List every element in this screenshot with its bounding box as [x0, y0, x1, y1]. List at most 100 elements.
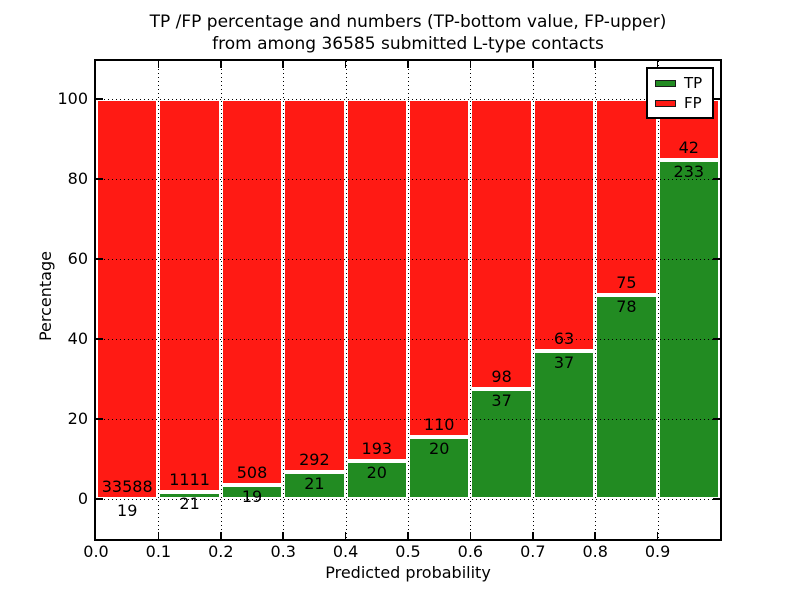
tp-count-label: 19 — [241, 486, 263, 506]
gridline-vertical — [595, 61, 597, 539]
fp-count-label: 63 — [553, 329, 575, 348]
bar-segment-tp — [532, 351, 596, 499]
tp-count-label: 233 — [673, 162, 705, 182]
x-tick-label: 0.8 — [582, 542, 608, 561]
fp-count-label: 98 — [491, 367, 512, 387]
x-tick-label: 0.0 — [83, 542, 109, 561]
y-tick-mark-left — [96, 258, 103, 260]
x-tick-label: 0.4 — [332, 542, 359, 561]
gridline-vertical — [220, 61, 222, 539]
legend-item-tp: TP — [655, 73, 712, 93]
bar-segment-tp — [657, 160, 720, 499]
y-tick-label: 80 — [67, 169, 88, 188]
x-tick-mark-bottom — [344, 532, 347, 539]
gridline-vertical — [408, 61, 409, 539]
gridline-vertical — [283, 61, 285, 539]
x-tick-mark-bottom — [157, 532, 160, 539]
bar-segment-fp — [220, 99, 284, 485]
bar-segment-tp — [470, 389, 533, 499]
bar-segment-fp — [595, 99, 658, 296]
x-tick-mark-bottom — [532, 532, 534, 539]
bar-segment-tp — [595, 295, 658, 499]
gridline-vertical — [657, 61, 659, 539]
x-tick-mark-top — [656, 61, 659, 68]
plot-area: 33588 19 1111 21 508 19 292 21 193 20 110 20 98 37 63 3… — [94, 59, 722, 541]
x-tick-label: 0.3 — [270, 542, 296, 561]
bar-segment-tp — [220, 484, 284, 499]
chart-title: TP /FP percentage and numbers (TP-bottom… — [96, 11, 720, 55]
y-tick-mark-right — [713, 498, 720, 500]
bar-segment-tp — [345, 461, 408, 499]
x-tick-mark-bottom — [407, 532, 409, 539]
tp-count-label: 37 — [553, 353, 575, 372]
x-axis-label: Predicted probability — [325, 563, 491, 582]
x-tick-mark-bottom — [594, 532, 596, 539]
y-tick-mark-left — [96, 338, 103, 340]
bar-segment-fp — [408, 99, 471, 438]
tp-count-label: 78 — [616, 297, 637, 317]
x-tick-mark-bottom — [656, 532, 659, 539]
fp-count-label: 292 — [299, 450, 330, 470]
y-tick-mark-left — [96, 178, 103, 180]
x-tick-mark-top — [407, 61, 409, 68]
x-tick-mark-top — [282, 61, 284, 68]
gridline-vertical — [470, 61, 472, 539]
tp-count-label: 21 — [179, 493, 200, 513]
x-tick-mark-bottom — [282, 532, 284, 539]
tp-count-label: 20 — [429, 439, 450, 459]
tp-count-label: 37 — [491, 391, 512, 411]
tp-count-label: 19 — [117, 500, 138, 520]
legend-color-patch — [655, 79, 676, 87]
x-tick-mark-top — [469, 61, 472, 68]
legend-item-label: FP — [684, 93, 702, 112]
legend: TP FP — [646, 67, 714, 119]
fp-count-label: 33588 — [101, 476, 153, 496]
bar-segment-fp — [470, 99, 533, 390]
y-tick-label: 20 — [67, 409, 88, 428]
y-tick-mark-right — [713, 258, 720, 260]
x-tick-label: 0.6 — [457, 542, 484, 561]
bar-segment-fp — [532, 99, 596, 351]
fp-count-label: 75 — [616, 273, 637, 293]
y-tick-mark-right — [713, 178, 720, 180]
gridline-vertical — [532, 61, 534, 539]
bar-segment-fp — [283, 99, 346, 473]
fp-count-label: 110 — [423, 415, 455, 435]
y-tick-mark-left — [96, 498, 103, 500]
x-tick-mark-top — [594, 61, 596, 68]
x-tick-mark-top — [344, 61, 347, 68]
y-tick-mark-left — [96, 98, 103, 100]
gridline-vertical — [158, 61, 160, 539]
y-tick-mark-left — [96, 418, 103, 420]
y-tick-mark-right — [713, 98, 720, 100]
fp-count-label: 42 — [678, 138, 699, 158]
legend-color-patch — [655, 99, 676, 107]
x-tick-label: 0.1 — [145, 542, 172, 561]
y-tick-label: 100 — [57, 89, 88, 108]
x-tick-mark-top — [220, 61, 222, 68]
tp-count-label: 20 — [366, 463, 387, 483]
fp-count-label: 193 — [361, 439, 393, 459]
y-axis-label: Percentage — [36, 251, 55, 342]
bar-segment-fp — [158, 99, 221, 492]
y-tick-label: 0 — [77, 489, 88, 508]
x-tick-mark-top — [532, 61, 534, 68]
chart-title-line2: from among 36585 submitted L-type contac… — [212, 34, 604, 54]
x-tick-label: 0.5 — [395, 542, 421, 561]
x-tick-mark-bottom — [220, 532, 222, 539]
bar-segment-tp — [408, 437, 471, 499]
bar-segment-tp — [158, 491, 221, 499]
x-tick-label: 0.7 — [520, 542, 546, 561]
y-tick-mark-right — [713, 338, 720, 340]
bar-segment-fp — [96, 99, 159, 499]
fp-count-label: 1111 — [169, 469, 210, 489]
fp-count-label: 508 — [236, 462, 268, 482]
gridline-vertical — [345, 61, 347, 539]
x-tick-label: 0.9 — [644, 542, 671, 561]
y-tick-label: 60 — [67, 249, 88, 268]
legend-item-fp: FP — [655, 93, 712, 113]
x-tick-mark-top — [157, 61, 160, 68]
y-tick-label: 40 — [67, 329, 88, 348]
legend-item-label: TP — [684, 73, 703, 92]
